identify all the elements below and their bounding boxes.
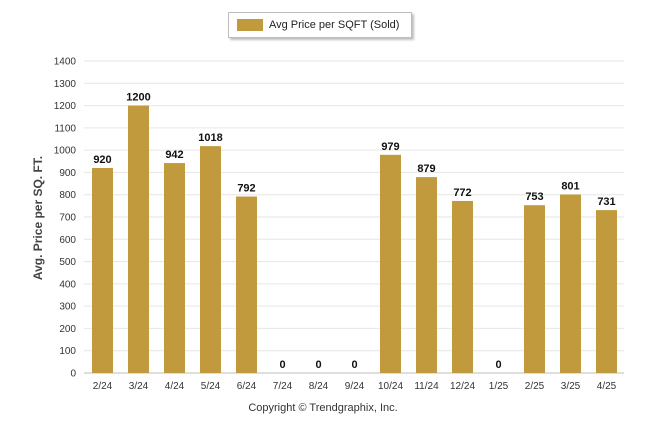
x-tick-label: 7/24 [273,381,293,392]
data-label: 753 [525,191,543,203]
x-tick-label: 9/24 [345,381,365,392]
x-tick-label: 1/25 [489,381,509,392]
y-tick-label: 1000 [54,146,77,157]
y-tick-label: 600 [59,235,76,246]
x-tick-label: 10/24 [378,381,403,392]
data-label: 0 [351,359,357,371]
data-label: 0 [495,359,501,371]
y-tick-label: 800 [59,190,76,201]
x-tick-label: 3/25 [561,381,581,392]
y-tick-label: 200 [59,324,76,335]
bar [164,163,185,373]
data-label: 920 [93,154,111,166]
x-tick-label: 2/24 [93,381,113,392]
y-tick-label: 1100 [54,123,76,134]
x-tick-label: 4/24 [165,381,185,392]
bar [92,167,113,373]
data-label: 792 [237,182,255,194]
y-tick-label: 1300 [54,79,77,90]
data-label: 772 [453,187,471,199]
x-tick-label: 6/24 [237,381,257,392]
data-label: 731 [597,196,615,208]
bar [596,210,617,373]
data-label: 0 [315,359,321,371]
bar [560,194,581,373]
y-tick-label: 1400 [54,57,77,68]
y-tick-label: 700 [59,213,76,224]
x-tick-label: 4/25 [597,381,617,392]
y-tick-label: 0 [70,369,76,380]
y-tick-label: 400 [59,279,76,290]
legend[interactable]: Avg Price per SQFT (Sold) [228,12,412,38]
x-tick-label: 12/24 [450,381,475,392]
bar [524,205,545,373]
bar [128,105,149,374]
legend-swatch [237,19,263,31]
data-label: 942 [165,149,183,161]
data-label: 979 [381,141,399,153]
data-label: 0 [279,359,285,371]
bar [416,177,437,373]
x-tick-label: 3/24 [129,381,149,392]
bar [236,196,257,373]
y-tick-label: 300 [59,302,76,313]
y-axis-title: Avg. Price per SQ. FT. [31,155,45,281]
data-label: 879 [417,163,435,175]
x-tick-label: 5/24 [201,381,221,392]
data-label: 801 [561,180,579,192]
x-tick-label: 8/24 [309,381,329,392]
bar [452,200,473,373]
data-label: 1018 [198,132,222,144]
legend-label: Avg Price per SQFT (Sold) [269,19,400,31]
y-tick-label: 100 [59,346,76,357]
y-tick-label: 1200 [54,101,77,112]
x-tick-label: 2/25 [525,381,545,392]
bar [380,154,401,373]
x-tick-label: 11/24 [414,381,439,392]
y-tick-label: 900 [59,168,76,179]
bar [200,146,221,373]
copyright-text: Copyright © Trendgraphix, Inc. [248,402,398,414]
data-label: 1200 [126,92,150,104]
y-tick-label: 500 [59,257,76,268]
